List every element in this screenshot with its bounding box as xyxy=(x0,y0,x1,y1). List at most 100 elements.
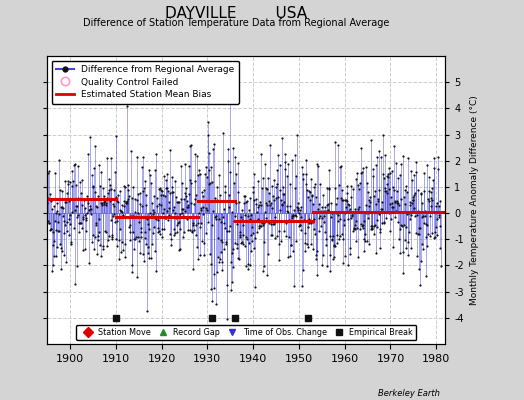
Point xyxy=(310,216,318,222)
Point xyxy=(118,212,127,218)
Point xyxy=(399,270,408,276)
Point xyxy=(78,202,86,208)
Point xyxy=(199,211,207,218)
Point xyxy=(220,206,228,212)
Point xyxy=(152,216,160,222)
Point xyxy=(247,232,255,238)
Point xyxy=(189,222,197,229)
Point xyxy=(390,143,398,149)
Point xyxy=(205,150,214,156)
Point xyxy=(228,245,237,252)
Point xyxy=(119,203,128,210)
Point xyxy=(99,185,107,191)
Point xyxy=(170,204,178,210)
Point xyxy=(196,224,204,230)
Point xyxy=(127,269,136,275)
Point xyxy=(354,182,362,188)
Point xyxy=(260,208,269,215)
Point xyxy=(113,242,121,249)
Point xyxy=(404,252,412,259)
Point xyxy=(183,204,191,211)
Point xyxy=(219,214,227,220)
Point xyxy=(401,187,409,193)
Point xyxy=(428,230,436,236)
Point xyxy=(254,204,263,210)
Point xyxy=(398,208,406,215)
Point xyxy=(166,231,174,237)
Point xyxy=(314,206,322,212)
Point xyxy=(243,236,252,242)
Point xyxy=(358,164,367,171)
Point xyxy=(271,195,280,202)
Point xyxy=(234,255,242,261)
Point xyxy=(417,190,425,197)
Point xyxy=(210,270,218,277)
Point xyxy=(145,226,154,232)
Point xyxy=(353,206,362,212)
Point xyxy=(212,216,221,222)
Point xyxy=(94,232,103,239)
Point xyxy=(87,196,95,203)
Point xyxy=(324,186,333,192)
Point xyxy=(276,207,285,213)
Point xyxy=(100,199,108,206)
Point xyxy=(145,167,153,173)
Point xyxy=(68,183,76,190)
Point xyxy=(259,238,268,245)
Point xyxy=(388,199,397,206)
Point xyxy=(220,245,228,252)
Point xyxy=(402,182,411,189)
Point xyxy=(206,179,214,186)
Point xyxy=(277,134,286,141)
Point xyxy=(377,154,386,160)
Point xyxy=(252,195,260,202)
Point xyxy=(308,193,316,199)
Point xyxy=(353,224,361,231)
Point xyxy=(186,227,194,233)
Point xyxy=(66,221,74,227)
Point xyxy=(378,198,386,205)
Point xyxy=(96,200,105,206)
Point xyxy=(265,220,273,226)
Point xyxy=(290,212,299,218)
Point xyxy=(288,157,296,163)
Point xyxy=(168,189,177,195)
Point xyxy=(249,245,258,252)
Point xyxy=(315,200,324,207)
Point xyxy=(89,182,97,189)
Point xyxy=(238,207,246,214)
Point xyxy=(47,226,56,233)
Point xyxy=(377,206,385,212)
Point xyxy=(168,184,176,190)
Point xyxy=(221,183,230,190)
Point xyxy=(347,212,356,219)
Point xyxy=(107,155,115,162)
Point xyxy=(136,250,145,256)
Point xyxy=(161,215,170,221)
Point xyxy=(291,185,299,192)
Point xyxy=(124,187,132,193)
Point xyxy=(418,240,427,247)
Point xyxy=(283,203,291,210)
Point xyxy=(381,152,389,158)
Point xyxy=(191,178,200,184)
Point xyxy=(400,222,408,228)
Point xyxy=(199,204,207,210)
Point xyxy=(310,226,319,232)
Point xyxy=(164,217,172,223)
Point xyxy=(89,184,97,190)
Point xyxy=(132,214,140,220)
Point xyxy=(250,171,259,177)
Point xyxy=(65,216,73,223)
Point xyxy=(256,223,264,230)
Point xyxy=(195,252,204,259)
Point xyxy=(370,230,378,237)
Point xyxy=(143,216,151,222)
Point xyxy=(323,263,331,270)
Point xyxy=(242,233,250,240)
Point xyxy=(124,196,133,202)
Point xyxy=(264,175,272,182)
Point xyxy=(194,255,203,262)
Point xyxy=(436,244,444,251)
Point xyxy=(270,221,279,228)
